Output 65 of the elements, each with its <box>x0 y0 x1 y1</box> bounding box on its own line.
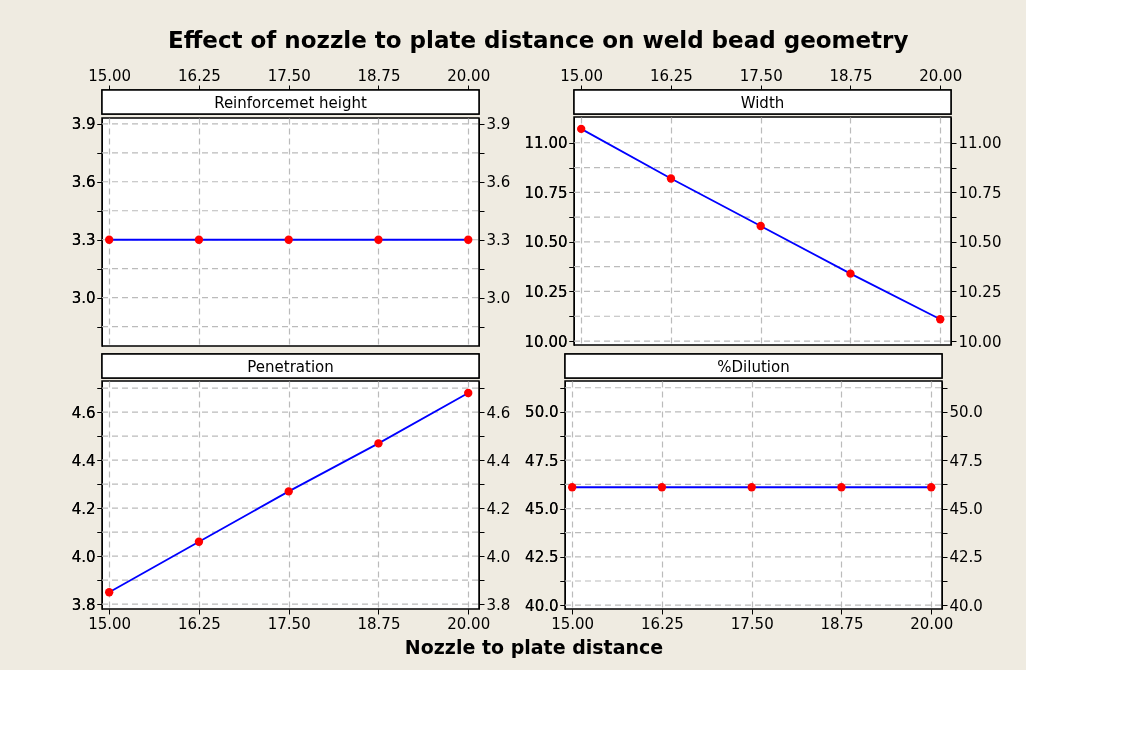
point <box>105 588 114 597</box>
y-tick-label: 42.5 <box>525 548 559 567</box>
x-axis-title: Nozzle to plate distance <box>404 636 664 658</box>
y2-tick-label: 40.0 <box>949 596 983 615</box>
point <box>666 174 676 183</box>
x-tick-label: 20.00 <box>919 66 963 85</box>
x-tick-label: 16.25 <box>649 66 693 85</box>
x-tick-label: 17.50 <box>267 66 311 85</box>
y-tick-label: 3.9 <box>71 115 96 134</box>
y-tick-label: 3.3 <box>71 231 96 250</box>
point <box>464 388 473 398</box>
chart-title: Reinforcemet height <box>214 94 367 112</box>
x-tick-label: 18.75 <box>829 66 873 85</box>
point <box>284 487 293 496</box>
y2-tick-label: 10.50 <box>958 233 1002 252</box>
chart-title: %Dilution <box>717 358 790 376</box>
x-tick-label: 20.00 <box>910 614 954 633</box>
y-tick-label: 10.50 <box>524 233 568 252</box>
y-tick-label: 10.25 <box>524 282 568 301</box>
y2-tick-label: 11.00 <box>958 134 1002 153</box>
y-tick-label: 4.0 <box>486 547 511 566</box>
x-tick-label: 17.50 <box>739 66 783 85</box>
point <box>756 221 765 231</box>
y-tick-label: 3.0 <box>71 289 96 308</box>
point <box>846 269 855 278</box>
x-tick-label: 18.75 <box>357 66 401 85</box>
y2-tick-label: 10.75 <box>958 183 1002 202</box>
y-tick-label: 4.4 <box>486 451 511 470</box>
y-tick-label: 50.0 <box>525 403 559 422</box>
y-tick-label: 10.00 <box>524 332 568 351</box>
x-tick-label: 16.25 <box>640 614 684 633</box>
y2-tick-label: 10.00 <box>958 332 1002 351</box>
y-tick-label: 3.8 <box>486 595 511 614</box>
x-tick-label: 16.25 <box>177 66 221 85</box>
y2-tick-label: 47.5 <box>949 451 983 470</box>
y-tick-label: 11.00 <box>524 134 568 153</box>
y-tick-label: 3.6 <box>71 173 96 192</box>
x-tick-label: 17.50 <box>730 614 774 633</box>
point <box>194 537 204 546</box>
x-tick-label: 18.75 <box>820 614 864 633</box>
y-tick-label: 4.6 <box>486 403 511 422</box>
text: Effect of nozzle to plate distance on weld bead geometry <box>167 27 909 54</box>
y2-tick-label: 42.5 <box>949 548 983 567</box>
x-tick-label: 16.25 <box>177 614 221 633</box>
y-tick-label: 45.0 <box>525 500 559 519</box>
chart-title: Penetration <box>247 358 334 376</box>
x-tick-label: 20.00 <box>447 66 491 85</box>
y2-tick-label: 10.25 <box>958 282 1002 301</box>
y2-tick-label: 45.0 <box>949 500 983 519</box>
y-tick-label: 10.75 <box>524 183 568 202</box>
chart-title: Width <box>740 94 785 112</box>
y-tick-label: 47.5 <box>525 451 559 470</box>
x-tick-label: 17.50 <box>267 614 311 633</box>
x-tick-label: 18.75 <box>357 614 401 633</box>
point <box>577 124 586 134</box>
y2-tick-label: 50.0 <box>949 403 983 422</box>
point <box>936 315 945 324</box>
y-tick-label: 40.0 <box>525 596 559 615</box>
x-tick-label: 20.00 <box>447 614 491 633</box>
y-tick-label: 4.2 <box>486 499 511 518</box>
x-tick-label: 15.00 <box>88 614 132 633</box>
point <box>374 439 383 448</box>
x-tick-label: 15.00 <box>560 66 604 85</box>
x-tick-label: 15.00 <box>88 66 132 85</box>
x-tick-label: 15.00 <box>551 614 595 633</box>
